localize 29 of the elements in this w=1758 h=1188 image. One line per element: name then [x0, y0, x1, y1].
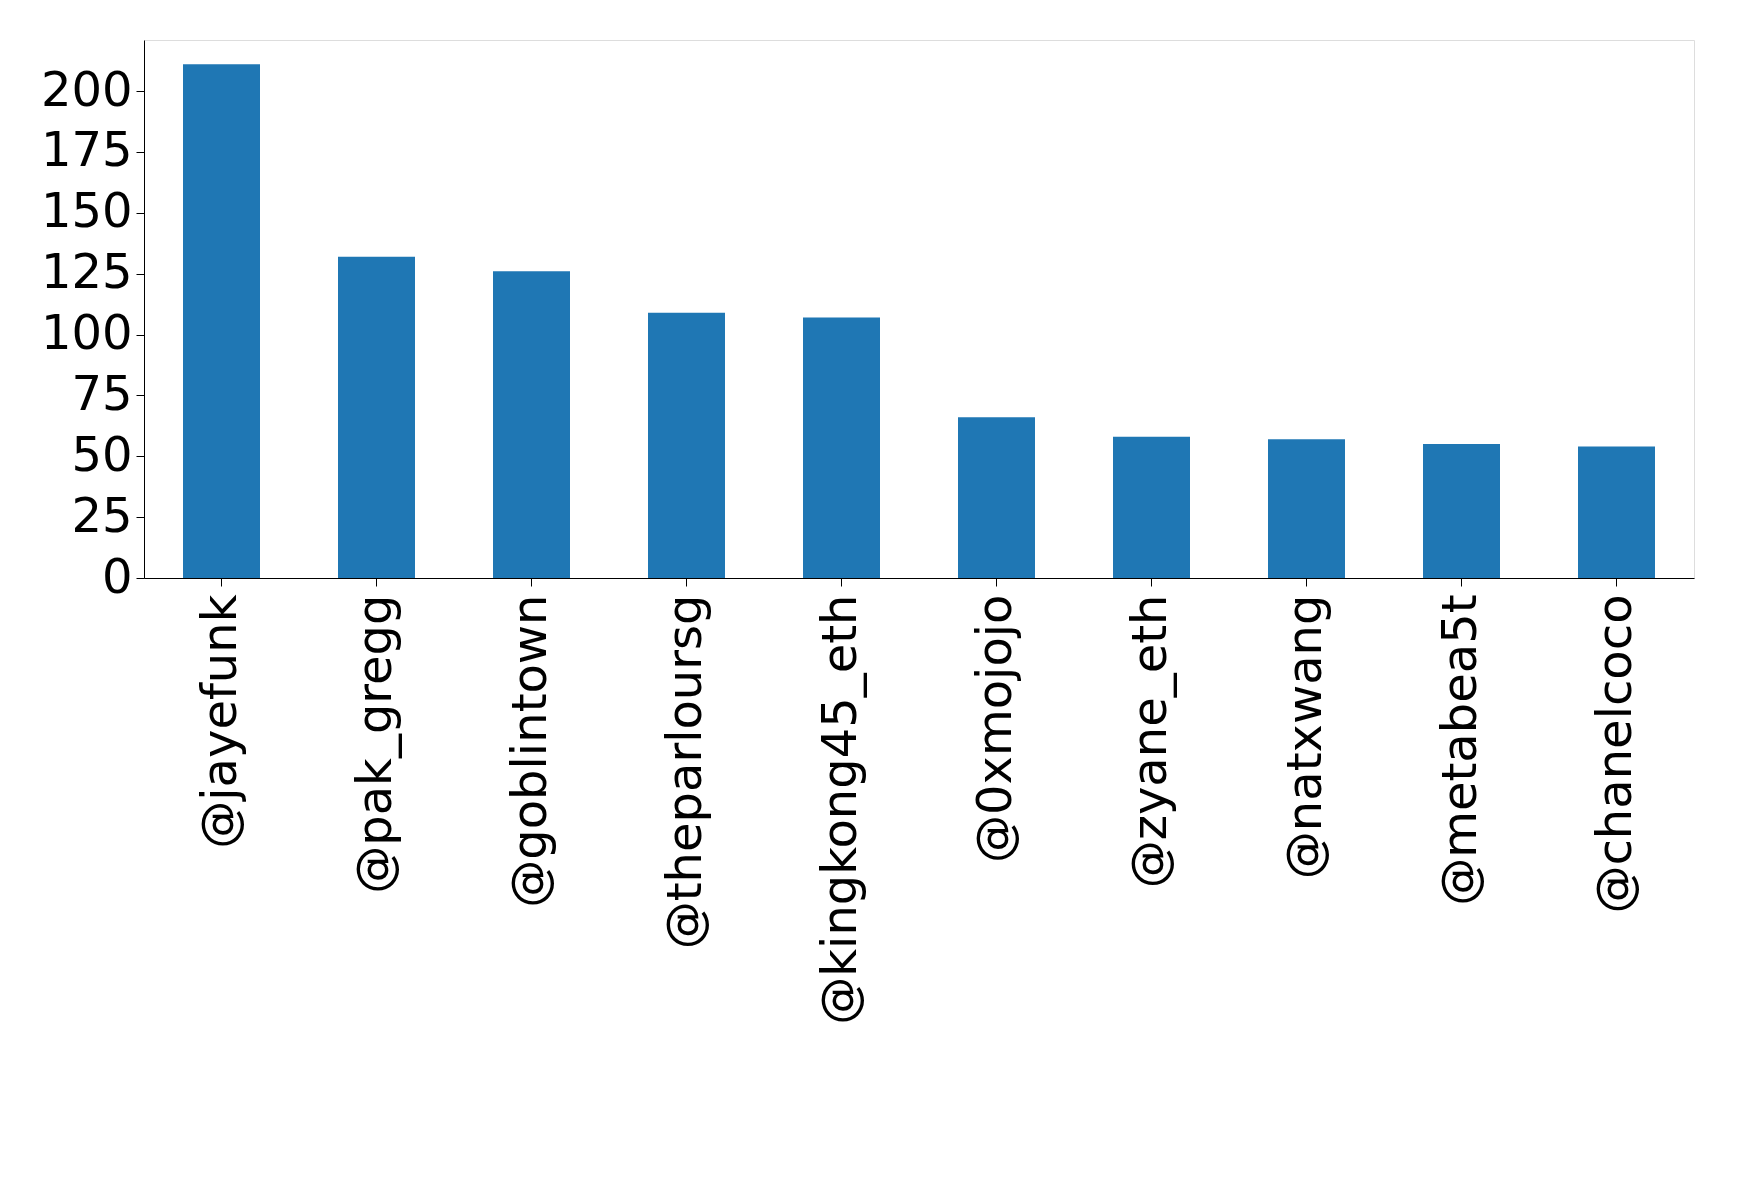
x-tick-label: @kingkong45_eth — [810, 594, 867, 1025]
y-tick-label: 50 — [71, 425, 133, 482]
y-tick-label: 175 — [40, 121, 133, 178]
x-tick-label: @zyane_eth — [1120, 594, 1177, 889]
x-tick-label: @pak_gregg — [345, 594, 402, 894]
y-tick-label: 25 — [71, 486, 133, 543]
bar — [1113, 436, 1190, 578]
y-tick-label: 0 — [101, 547, 133, 604]
bar — [1578, 446, 1655, 578]
bar — [803, 317, 880, 578]
x-tick-label: @chanelcoco — [1585, 594, 1642, 914]
x-tick-label: @theparloursg — [655, 594, 712, 950]
y-tick-label: 125 — [40, 243, 133, 300]
x-tick-label: @metabea5t — [1430, 594, 1487, 906]
bar — [648, 312, 725, 578]
bar — [493, 271, 570, 578]
bar — [338, 256, 415, 578]
x-tick-label: @natxwang — [1275, 594, 1332, 880]
y-tick-label: 100 — [40, 304, 133, 361]
bar — [183, 64, 260, 578]
bar — [1268, 439, 1345, 578]
x-tick-label: @jayefunk — [190, 594, 247, 849]
y-tick-label: 150 — [40, 182, 133, 239]
bar — [1423, 444, 1500, 578]
y-tick-label: 75 — [71, 364, 133, 421]
y-tick-label: 200 — [40, 60, 133, 117]
bar — [958, 417, 1035, 578]
x-tick-label: @goblintown — [500, 594, 557, 908]
x-tick-label: @0xmojojo — [965, 594, 1022, 863]
